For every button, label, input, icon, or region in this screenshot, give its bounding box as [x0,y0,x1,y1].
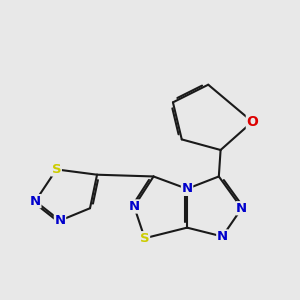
Text: N: N [129,200,140,213]
Text: N: N [182,182,193,195]
Text: N: N [54,214,66,227]
Text: S: S [52,163,61,176]
Text: N: N [236,202,247,215]
Text: S: S [140,232,149,245]
Text: N: N [217,230,228,243]
Text: O: O [246,115,258,129]
Text: N: N [30,195,41,208]
